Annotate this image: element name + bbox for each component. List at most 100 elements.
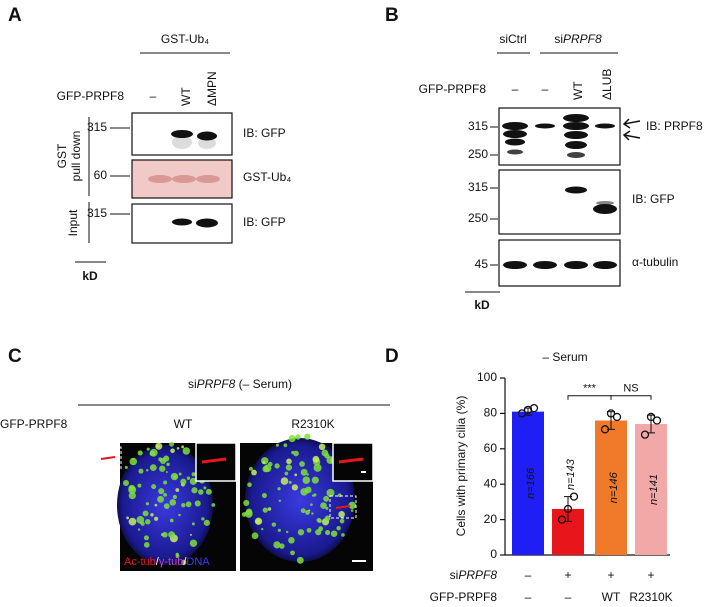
panel-label: D: [385, 346, 399, 367]
lane-label: –: [512, 82, 519, 96]
band: [172, 135, 192, 149]
condition-label: R2310K: [291, 417, 334, 431]
signal: [310, 503, 313, 506]
text-part: PRPF8: [197, 377, 236, 391]
signal: [166, 462, 170, 467]
signal: [323, 495, 330, 502]
signal: [315, 529, 322, 536]
unit-label: kD: [82, 269, 98, 283]
signal: [146, 468, 149, 472]
blot-label: IB: GFP: [243, 215, 286, 229]
signal: [149, 450, 156, 457]
roi-box: [94, 446, 122, 470]
marker-label: 60: [94, 168, 108, 182]
signal: [313, 493, 317, 497]
signal: [318, 443, 326, 451]
data-point: [563, 504, 573, 514]
band: [196, 175, 220, 183]
signal: [205, 488, 212, 495]
row-label: GFP-PRPF8: [57, 89, 125, 103]
sig-bracket: [567, 395, 612, 400]
signal: [251, 469, 257, 476]
signal: [189, 477, 197, 485]
lane-label: –: [150, 89, 157, 103]
signal: [243, 499, 250, 506]
signal: [274, 463, 280, 469]
signal: [290, 550, 295, 556]
signal: [191, 472, 196, 477]
signal: [181, 445, 185, 449]
text-part: si: [188, 377, 197, 391]
cilium: [100, 456, 116, 460]
band: [197, 131, 217, 141]
y-tick-label: 80: [484, 406, 498, 420]
row-cell: –: [525, 590, 532, 604]
y-tick-label: 100: [477, 370, 497, 384]
signal: [262, 461, 266, 465]
signal: [261, 493, 267, 499]
condition-label: siPRPF8: [554, 32, 602, 46]
signal: [312, 455, 320, 463]
data-point: [529, 403, 539, 413]
signal: [146, 447, 150, 451]
band: [593, 204, 617, 214]
marker-label: 250: [468, 211, 488, 225]
chart-title: – Serum: [542, 350, 587, 364]
signal: [261, 527, 264, 531]
signal: [137, 528, 141, 531]
row-label: GFP-PRPF8: [419, 82, 487, 96]
y-tick-label: 40: [484, 476, 498, 490]
signal: [330, 530, 338, 537]
marker-label: 315: [468, 119, 488, 133]
signal: [158, 488, 165, 495]
signal: [172, 494, 178, 500]
signal: [324, 515, 331, 522]
data-point: [640, 430, 650, 439]
signal: [150, 513, 154, 517]
construct-label: GST-Ub₄: [161, 32, 209, 46]
signal: [124, 465, 128, 470]
signal: [155, 442, 163, 450]
signal: [339, 518, 345, 524]
band: [533, 261, 557, 269]
signal: [178, 472, 182, 476]
signal: [163, 503, 170, 510]
signal: [336, 525, 341, 531]
signal: [149, 464, 157, 471]
signal: [244, 509, 253, 518]
signal: [284, 471, 289, 476]
marker-label: 45: [475, 257, 489, 271]
signal: [280, 477, 289, 485]
band: [563, 114, 589, 122]
signal: [271, 522, 277, 527]
row-cell: +: [647, 568, 654, 582]
row-cell: +: [607, 568, 614, 582]
band: [565, 141, 587, 149]
band: [563, 122, 589, 130]
signal: [317, 518, 322, 523]
band: [535, 123, 555, 129]
signal: [302, 476, 311, 484]
signal: [262, 465, 270, 473]
signal: [295, 434, 301, 440]
signal: [165, 470, 168, 474]
band: [172, 175, 196, 183]
signal: [163, 492, 167, 497]
signal: [139, 522, 142, 525]
signal: [313, 463, 322, 472]
signal: [296, 556, 304, 564]
signal: [297, 529, 305, 536]
y-tick-label: 20: [484, 512, 498, 526]
signal: [178, 513, 181, 517]
signal: [162, 531, 168, 538]
signal: [175, 552, 179, 557]
row-label: GFP-PRPF8: [430, 590, 498, 604]
signal: [320, 502, 327, 509]
signal: [203, 486, 207, 490]
signal: [304, 433, 311, 440]
signal: [169, 518, 174, 523]
signal: [283, 443, 288, 448]
roi-box: [329, 495, 357, 519]
signal: [194, 500, 201, 507]
signal: [288, 536, 295, 544]
